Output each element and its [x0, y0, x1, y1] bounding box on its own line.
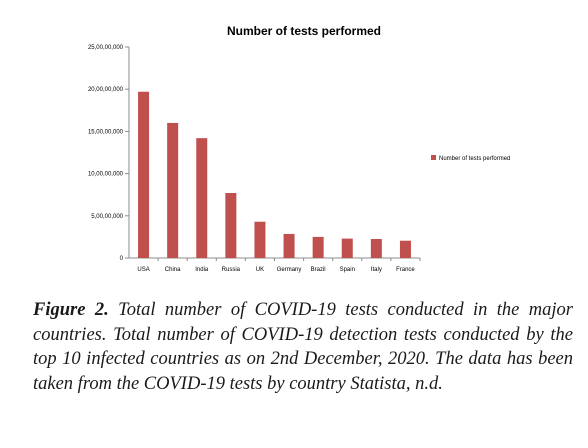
x-tick-label: UK [256, 267, 264, 273]
y-axis: 0 5,00,00,000 10,00,00,000 15,00,00,000 20,0… [88, 45, 420, 262]
chart-title: Number of tests performed [227, 24, 381, 38]
bar-india [196, 138, 208, 258]
bar-chart: Number of tests performed 0 5,00,00,000 10… [88, 24, 510, 273]
legend-swatch [431, 155, 436, 160]
x-tick-label: USA [137, 267, 149, 273]
figure-caption: Figure 2. Total number of COVID-19 tests… [33, 298, 573, 396]
x-tick-label: Spain [340, 267, 355, 273]
x-tick-label: Russia [222, 267, 241, 273]
bar-italy [370, 239, 382, 258]
x-tick-label: Brazil [311, 267, 326, 273]
legend: Number of tests performed [431, 155, 510, 162]
x-tick-label: Italy [371, 267, 382, 273]
x-tick-label: India [195, 267, 209, 273]
bar-brazil [312, 236, 324, 258]
x-tick-label: China [165, 267, 181, 273]
caption-label: Figure 2. [33, 300, 109, 320]
caption-text: Total number of COVID-19 tests conducted… [33, 300, 573, 394]
legend-label: Number of tests performed [439, 156, 510, 162]
y-tick-label: 25,00,00,000 [88, 45, 124, 51]
bar-china [167, 122, 179, 259]
bar-france [399, 240, 411, 258]
y-tick-label: 15,00,00,000 [88, 129, 124, 135]
x-axis-labels: USA China India Russia UK Germany Brazil Spain I… [137, 258, 421, 273]
bars [138, 91, 411, 259]
y-tick-label: 5,00,00,000 [91, 214, 123, 220]
bar-germany [283, 233, 295, 258]
x-tick-label: Germany [277, 267, 302, 273]
bar-russia [225, 193, 237, 258]
y-tick-label: 10,00,00,000 [88, 172, 124, 178]
x-tick-label: France [396, 267, 415, 273]
bar-uk [254, 221, 266, 258]
y-tick-label: 20,00,00,000 [88, 87, 124, 93]
y-tick-label: 0 [120, 256, 124, 262]
bar-spain [341, 238, 353, 258]
bar-usa [138, 91, 150, 258]
